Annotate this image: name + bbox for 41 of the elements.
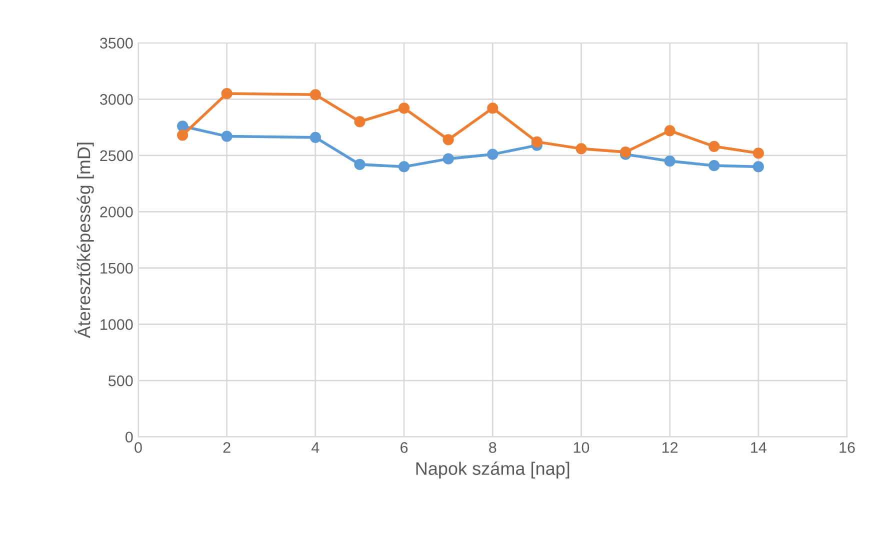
- point: [752, 161, 764, 172]
- x-tick-label: 2: [223, 442, 230, 453]
- y-tick-label: 1500: [100, 262, 133, 274]
- point: [354, 158, 366, 170]
- point: [708, 140, 720, 152]
- point: [708, 160, 720, 172]
- point: [664, 156, 676, 167]
- x-axis-title: Napok száma [nap]: [416, 462, 570, 479]
- point: [487, 148, 498, 160]
- point: [398, 161, 410, 172]
- point: [354, 116, 366, 128]
- y-tick-label: 500: [108, 375, 133, 386]
- point: [221, 88, 232, 100]
- point: [442, 153, 454, 164]
- point: [531, 136, 542, 148]
- y-tick-label: 0: [125, 432, 133, 443]
- y-tick-label: 2500: [100, 150, 133, 162]
- x-tick-label: 8: [489, 442, 496, 453]
- x-tick-label: 12: [662, 442, 678, 453]
- point: [664, 125, 676, 136]
- point: [442, 134, 454, 146]
- y-tick-label: 3000: [100, 94, 133, 105]
- y-axis-title: Áteresztőképesség [mD]: [74, 142, 94, 338]
- x-tick-label: 10: [574, 442, 590, 453]
- y-tick-label: 1000: [100, 319, 133, 330]
- point: [487, 102, 498, 114]
- x-tick-label: 16: [840, 442, 855, 453]
- point: [221, 130, 232, 142]
- point: [310, 132, 321, 143]
- x-tick-label: 0: [134, 442, 142, 453]
- point: [576, 143, 587, 154]
- y-tick-label: 2000: [100, 206, 133, 218]
- point: [176, 130, 188, 141]
- x-tick-label: 4: [312, 442, 320, 453]
- point: [310, 89, 321, 100]
- x-tick-label: 14: [751, 442, 766, 453]
- x-tick-label: 6: [400, 442, 408, 453]
- point: [752, 148, 764, 159]
- point: [398, 102, 410, 114]
- point: [176, 120, 188, 132]
- y-tick-label: 3500: [100, 38, 133, 49]
